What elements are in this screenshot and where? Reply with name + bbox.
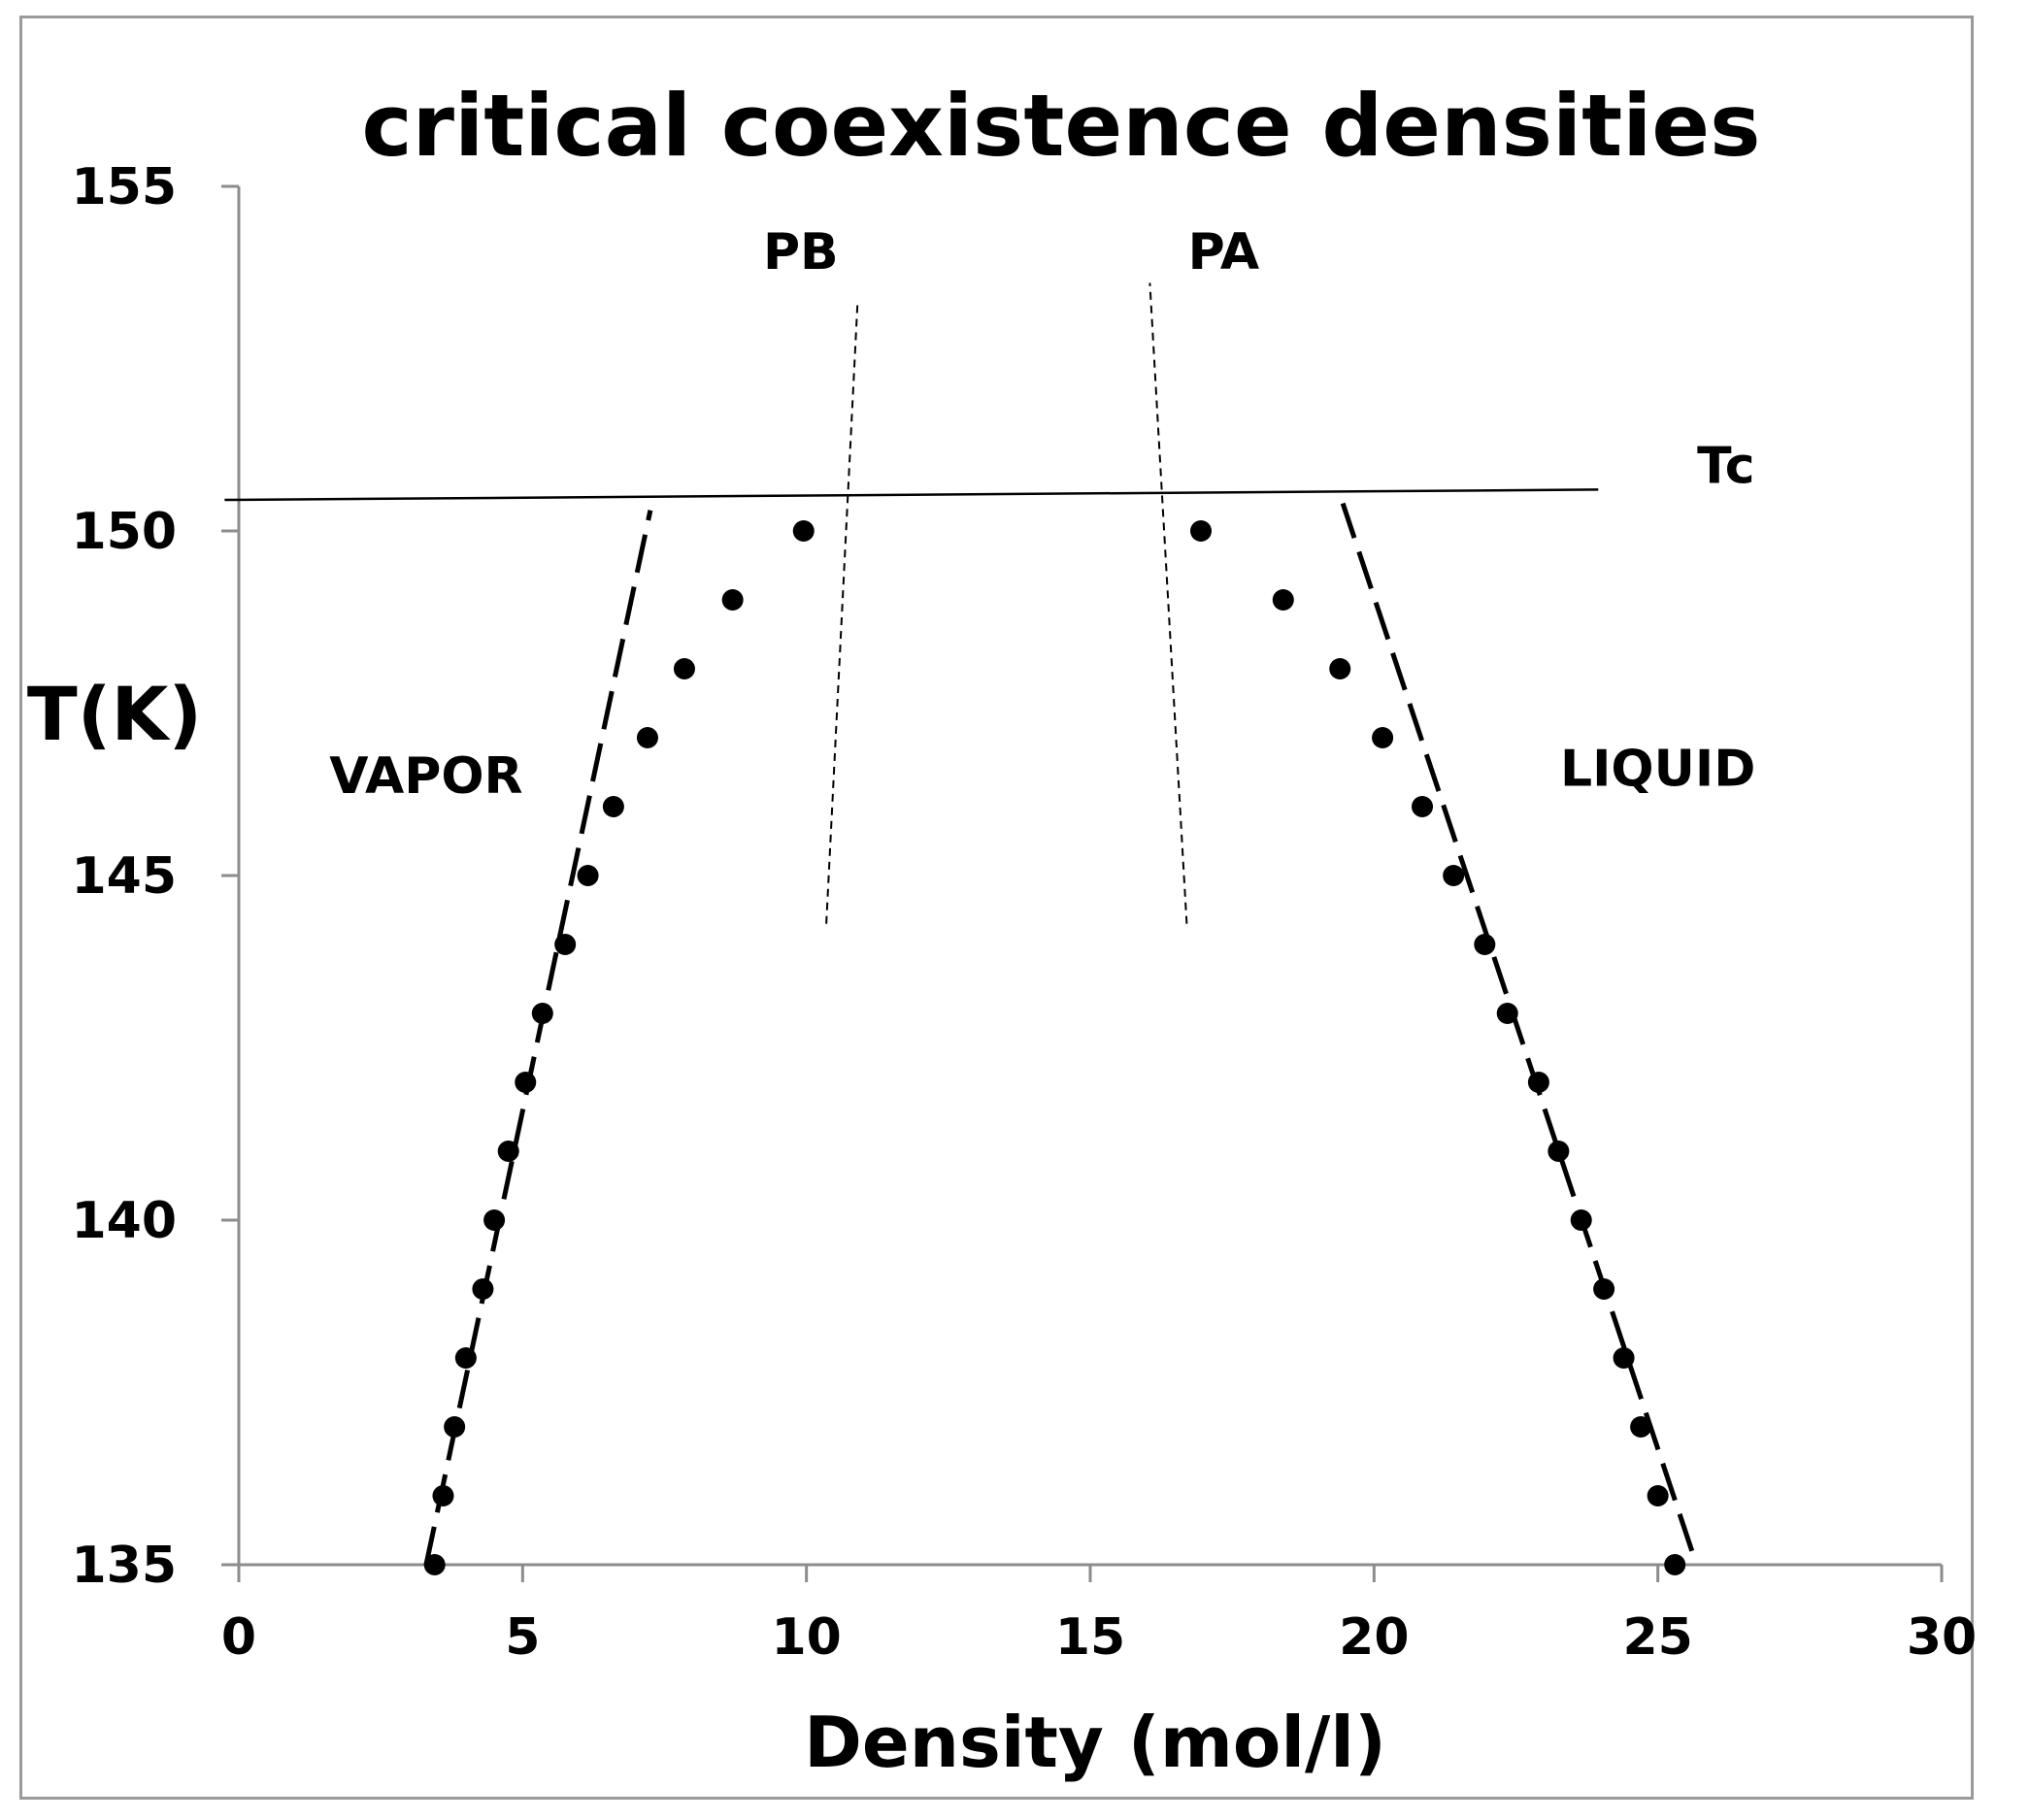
tc-line bbox=[224, 488, 1599, 502]
liquid-point bbox=[1570, 1209, 1592, 1231]
tc-label: Tc bbox=[1697, 437, 1754, 495]
liquid-point bbox=[1372, 727, 1394, 748]
vapor-point bbox=[472, 1278, 494, 1300]
liquid-point bbox=[1329, 658, 1351, 679]
liquid-fit bbox=[1340, 502, 1695, 1552]
vapor-point bbox=[531, 1003, 553, 1024]
liquid-point bbox=[1630, 1416, 1652, 1438]
vapor-point bbox=[454, 1347, 477, 1369]
x-axis-title: Density (mol/l) bbox=[804, 1702, 1386, 1783]
vapor-point bbox=[792, 520, 815, 542]
y-axis-title: T(K) bbox=[27, 671, 202, 757]
vapor-fit bbox=[423, 510, 653, 1566]
pb-line bbox=[825, 303, 859, 924]
liquid-point bbox=[1190, 520, 1213, 542]
data-points bbox=[423, 520, 1686, 1575]
vapor-point bbox=[432, 1485, 454, 1506]
pb-label: PB bbox=[763, 223, 839, 281]
liquid-point bbox=[1527, 1072, 1549, 1093]
y-tick-label: 145 bbox=[71, 847, 177, 906]
pa-label: PA bbox=[1188, 223, 1260, 281]
vapor-point bbox=[444, 1416, 466, 1438]
x-tick-label: 25 bbox=[1622, 1608, 1692, 1667]
chart-title: critical coexistence densities bbox=[362, 76, 1761, 176]
y-tick-label: 135 bbox=[71, 1537, 177, 1595]
vapor-point bbox=[602, 796, 624, 817]
x-tick-label: 15 bbox=[1055, 1608, 1125, 1667]
x-tick-label: 10 bbox=[771, 1608, 841, 1667]
vapor-point bbox=[554, 934, 577, 955]
vapor-point bbox=[423, 1554, 446, 1575]
liquid-point bbox=[1474, 934, 1496, 955]
annotations: PB PA Tc VAPOR LIQUID bbox=[329, 223, 1755, 806]
vapor-point bbox=[721, 589, 744, 611]
y-tick-label: 140 bbox=[71, 1192, 177, 1250]
vapor-point bbox=[483, 1209, 506, 1231]
liquid-point bbox=[1412, 796, 1434, 817]
liquid-point bbox=[1443, 865, 1465, 886]
pa-line bbox=[1148, 282, 1188, 924]
x-tick-label: 20 bbox=[1339, 1608, 1409, 1667]
chart-frame bbox=[19, 16, 1974, 1800]
liquid-point bbox=[1593, 1278, 1615, 1300]
liquid-point bbox=[1664, 1554, 1686, 1575]
reference-lines bbox=[224, 282, 1695, 1566]
x-tick-label: 30 bbox=[1907, 1608, 1977, 1667]
vapor-point bbox=[673, 658, 695, 679]
x-tick-label: 5 bbox=[505, 1608, 540, 1667]
vapor-point bbox=[577, 865, 599, 886]
y-tick-label: 150 bbox=[71, 503, 177, 561]
vapor-point bbox=[515, 1072, 537, 1093]
axes: 135 140 145 150 155 0 5 10 15 20 25 30 bbox=[71, 158, 1977, 1667]
liquid-point bbox=[1496, 1003, 1518, 1024]
liquid-point bbox=[1272, 589, 1294, 611]
liquid-label: LIQUID bbox=[1560, 741, 1755, 799]
vapor-point bbox=[497, 1141, 519, 1162]
y-tick-label: 155 bbox=[71, 158, 177, 216]
liquid-point bbox=[1547, 1141, 1570, 1162]
vapor-point bbox=[636, 727, 658, 748]
x-tick-label: 0 bbox=[221, 1608, 256, 1667]
vapor-label: VAPOR bbox=[329, 747, 522, 806]
liquid-point bbox=[1613, 1347, 1635, 1369]
liquid-point bbox=[1647, 1485, 1669, 1506]
